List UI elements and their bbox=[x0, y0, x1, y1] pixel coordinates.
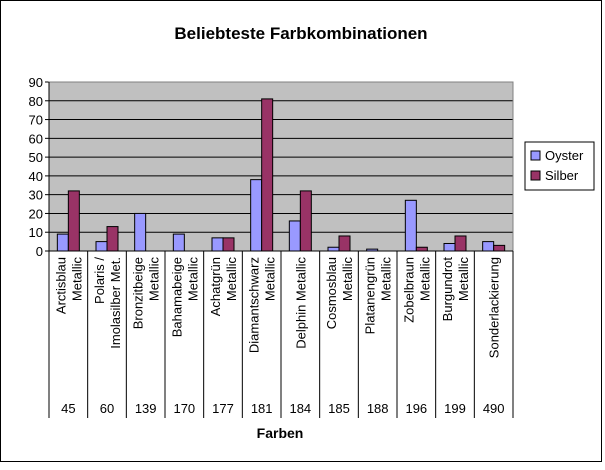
category-code: 185 bbox=[328, 401, 350, 416]
y-tick-label: 80 bbox=[29, 94, 43, 109]
bar-silber bbox=[415, 246, 428, 252]
category-label: Metallic bbox=[263, 257, 278, 302]
category-label: Metallic bbox=[69, 257, 84, 302]
category-label: Metallic bbox=[224, 257, 239, 302]
legend: Oyster Silber bbox=[524, 141, 595, 191]
y-tick-label: 60 bbox=[29, 131, 43, 146]
category-code: 184 bbox=[289, 401, 311, 416]
bar-oyster bbox=[211, 237, 224, 252]
bar-silber bbox=[67, 190, 80, 252]
category-label: Platanengrün bbox=[363, 257, 378, 334]
category-code: 188 bbox=[367, 401, 389, 416]
bar-oyster bbox=[482, 241, 495, 252]
y-tick-label: 0 bbox=[36, 244, 43, 259]
category-code: 45 bbox=[61, 401, 75, 416]
legend-box bbox=[524, 141, 595, 191]
category-label: Zobelbraun bbox=[401, 257, 416, 323]
bar-silber bbox=[338, 235, 351, 252]
category-code: 139 bbox=[135, 401, 157, 416]
category-label: Bahamabeige bbox=[169, 257, 184, 337]
bar-oyster bbox=[443, 242, 456, 252]
category-code: 196 bbox=[405, 401, 427, 416]
bar-oyster bbox=[134, 212, 147, 252]
category-label: Metallic bbox=[417, 257, 432, 302]
chart-title: Beliebteste Farbkombinationen bbox=[174, 24, 427, 43]
bar-oyster bbox=[56, 233, 69, 252]
plot-area: 0 10 20 30 40 50 60 70 80 90 bbox=[29, 75, 514, 259]
category-label: Metallic bbox=[456, 257, 471, 302]
category-label: Achatgrün bbox=[208, 257, 223, 316]
bar-oyster bbox=[327, 246, 340, 252]
y-tick-label: 20 bbox=[29, 206, 43, 221]
category-code: 490 bbox=[483, 401, 505, 416]
bar-silber bbox=[222, 237, 235, 252]
bar-oyster bbox=[95, 241, 108, 252]
bar-silber bbox=[299, 190, 312, 252]
category-label: Burgundrot bbox=[440, 257, 455, 322]
bar-silber bbox=[454, 235, 467, 252]
bar-silber bbox=[493, 244, 506, 252]
category-label: Metallic bbox=[379, 257, 394, 302]
category-code: 170 bbox=[173, 401, 195, 416]
bar-oyster bbox=[250, 179, 263, 252]
bar-oyster bbox=[288, 220, 301, 252]
category-label: Sonderlackierung bbox=[487, 257, 502, 358]
legend-swatch-oyster bbox=[530, 150, 541, 161]
y-tick-label: 70 bbox=[29, 113, 43, 128]
category-code: 60 bbox=[100, 401, 114, 416]
y-tick-label: 30 bbox=[29, 188, 43, 203]
category-label: Diamantschwarz bbox=[247, 257, 262, 353]
y-tick-label: 40 bbox=[29, 169, 43, 184]
category-code: 177 bbox=[212, 401, 234, 416]
legend-label-oyster: Oyster bbox=[545, 148, 584, 163]
y-tick-label: 90 bbox=[29, 75, 43, 90]
category-label: Delphin Metallic bbox=[293, 257, 308, 349]
y-tick-label: 10 bbox=[29, 225, 43, 240]
category-code: 199 bbox=[444, 401, 466, 416]
category-label: Metallic bbox=[340, 257, 355, 302]
category-label: Bronzitbeige bbox=[131, 257, 146, 329]
legend-swatch-silber bbox=[530, 170, 541, 181]
category-label: Polaris / bbox=[92, 257, 107, 304]
category-label: Imolasilber Met. bbox=[108, 257, 123, 349]
category-code: 181 bbox=[251, 401, 273, 416]
legend-label-silber: Silber bbox=[545, 168, 579, 183]
category-label: Metallic bbox=[185, 257, 200, 302]
y-tick-label: 50 bbox=[29, 150, 43, 165]
category-label: Cosmosblau bbox=[324, 257, 339, 329]
bar-oyster bbox=[172, 233, 185, 252]
category-label: Arctisblau bbox=[53, 257, 68, 314]
bar-oyster bbox=[404, 199, 417, 252]
bar-silber bbox=[261, 98, 274, 252]
bar-silber bbox=[106, 226, 119, 252]
category-label: Metallic bbox=[147, 257, 162, 302]
x-axis-title: Farben bbox=[257, 425, 304, 441]
plot-background bbox=[49, 82, 513, 251]
